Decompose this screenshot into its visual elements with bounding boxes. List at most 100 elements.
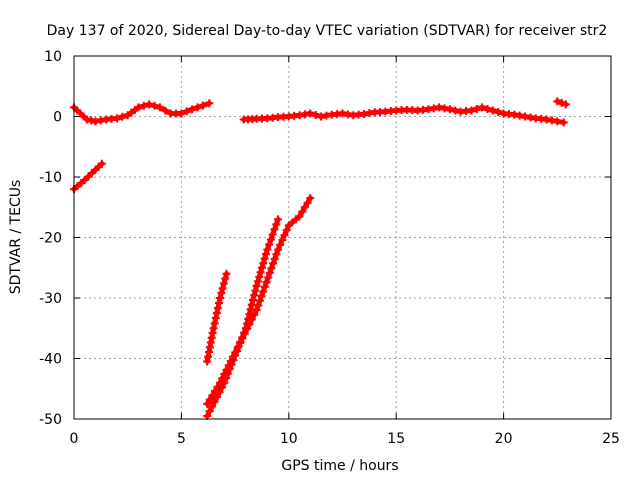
data-point bbox=[259, 287, 268, 296]
data-point bbox=[231, 351, 240, 360]
data-point bbox=[240, 328, 249, 337]
series bbox=[70, 99, 214, 126]
data-point bbox=[251, 286, 260, 295]
series bbox=[553, 97, 570, 109]
data-point bbox=[241, 324, 250, 333]
ticks bbox=[73, 55, 612, 420]
data-point bbox=[221, 274, 230, 283]
data-point bbox=[270, 254, 279, 263]
data-point bbox=[150, 101, 159, 110]
data-point bbox=[247, 300, 256, 309]
data-point bbox=[261, 250, 270, 259]
data-point bbox=[217, 289, 226, 298]
data-point bbox=[274, 215, 283, 224]
data-point bbox=[488, 106, 497, 115]
data-point bbox=[213, 304, 222, 313]
data-point bbox=[245, 310, 254, 319]
data-point bbox=[255, 296, 264, 305]
data-point bbox=[451, 106, 460, 115]
data-point bbox=[262, 278, 271, 287]
data-point bbox=[219, 279, 228, 288]
x-axis-label: GPS time / hours bbox=[281, 458, 398, 474]
data-point bbox=[478, 103, 487, 112]
data-point bbox=[298, 207, 307, 216]
series bbox=[203, 215, 283, 420]
data-point bbox=[246, 305, 255, 314]
x-tick-label: 20 bbox=[495, 431, 513, 447]
series bbox=[203, 269, 231, 366]
x-tick-label: 0 bbox=[70, 431, 79, 447]
data-point bbox=[553, 97, 562, 106]
data-point bbox=[311, 110, 320, 119]
data-point bbox=[238, 333, 247, 342]
data-point bbox=[280, 231, 289, 240]
data-point bbox=[244, 314, 253, 323]
x-tick-label: 5 bbox=[177, 431, 186, 447]
data-point bbox=[265, 240, 274, 249]
data-point bbox=[210, 397, 219, 406]
y-tick-label: -20 bbox=[39, 231, 62, 247]
y-tick-label: -30 bbox=[39, 291, 62, 307]
data-point bbox=[472, 104, 481, 113]
data-point bbox=[177, 109, 186, 118]
data-point bbox=[303, 198, 312, 207]
data-point bbox=[243, 319, 252, 328]
data-point bbox=[272, 250, 281, 259]
data-point bbox=[253, 277, 262, 286]
data-point bbox=[155, 103, 164, 112]
data-point bbox=[266, 235, 275, 244]
data-point bbox=[268, 230, 277, 239]
data-point bbox=[222, 374, 231, 383]
data-point bbox=[216, 294, 225, 302]
data-point bbox=[161, 106, 170, 115]
x-tick-label: 10 bbox=[280, 431, 298, 447]
x-tick-label: 15 bbox=[387, 431, 405, 447]
data-point bbox=[210, 319, 219, 328]
series bbox=[239, 103, 568, 127]
data-point bbox=[212, 392, 221, 401]
data-point bbox=[222, 269, 231, 278]
data-point bbox=[209, 324, 218, 333]
data-point bbox=[203, 399, 212, 408]
data-point bbox=[257, 263, 266, 272]
data-point bbox=[134, 103, 143, 112]
data-point bbox=[182, 107, 191, 116]
data-point bbox=[208, 402, 217, 411]
y-tick-label: -50 bbox=[39, 412, 62, 428]
data-point bbox=[232, 346, 241, 355]
data-point bbox=[256, 268, 265, 277]
data-point bbox=[205, 99, 214, 108]
data-point bbox=[218, 284, 227, 293]
data-point bbox=[445, 105, 454, 114]
data-point bbox=[250, 291, 259, 300]
data-point bbox=[215, 388, 224, 397]
y-axis-label: SDTVAR / TECUs bbox=[8, 180, 24, 295]
data-point bbox=[236, 337, 245, 346]
data-point bbox=[306, 194, 315, 203]
data-point bbox=[274, 245, 283, 254]
data-point bbox=[249, 296, 257, 305]
data-point bbox=[300, 203, 309, 212]
chart-title: Day 137 of 2020, Sidereal Day-to-day VTE… bbox=[47, 23, 608, 39]
data-point bbox=[188, 105, 197, 114]
data-point bbox=[267, 264, 276, 273]
data-point bbox=[264, 273, 273, 282]
data-point bbox=[257, 292, 266, 301]
data-point bbox=[255, 272, 264, 281]
data-point bbox=[205, 407, 214, 416]
y-tick-label: -40 bbox=[39, 352, 62, 368]
data-point bbox=[282, 226, 291, 235]
data-point bbox=[259, 259, 268, 268]
data-point bbox=[263, 245, 272, 254]
data-point bbox=[214, 299, 223, 308]
data-point bbox=[234, 342, 243, 351]
data-point bbox=[276, 240, 285, 249]
data-point bbox=[212, 309, 221, 318]
data-point bbox=[211, 314, 220, 323]
data-point bbox=[139, 101, 148, 110]
data-point bbox=[229, 356, 238, 365]
data-point bbox=[483, 104, 492, 113]
data-point bbox=[145, 100, 154, 109]
data-point bbox=[306, 109, 315, 118]
